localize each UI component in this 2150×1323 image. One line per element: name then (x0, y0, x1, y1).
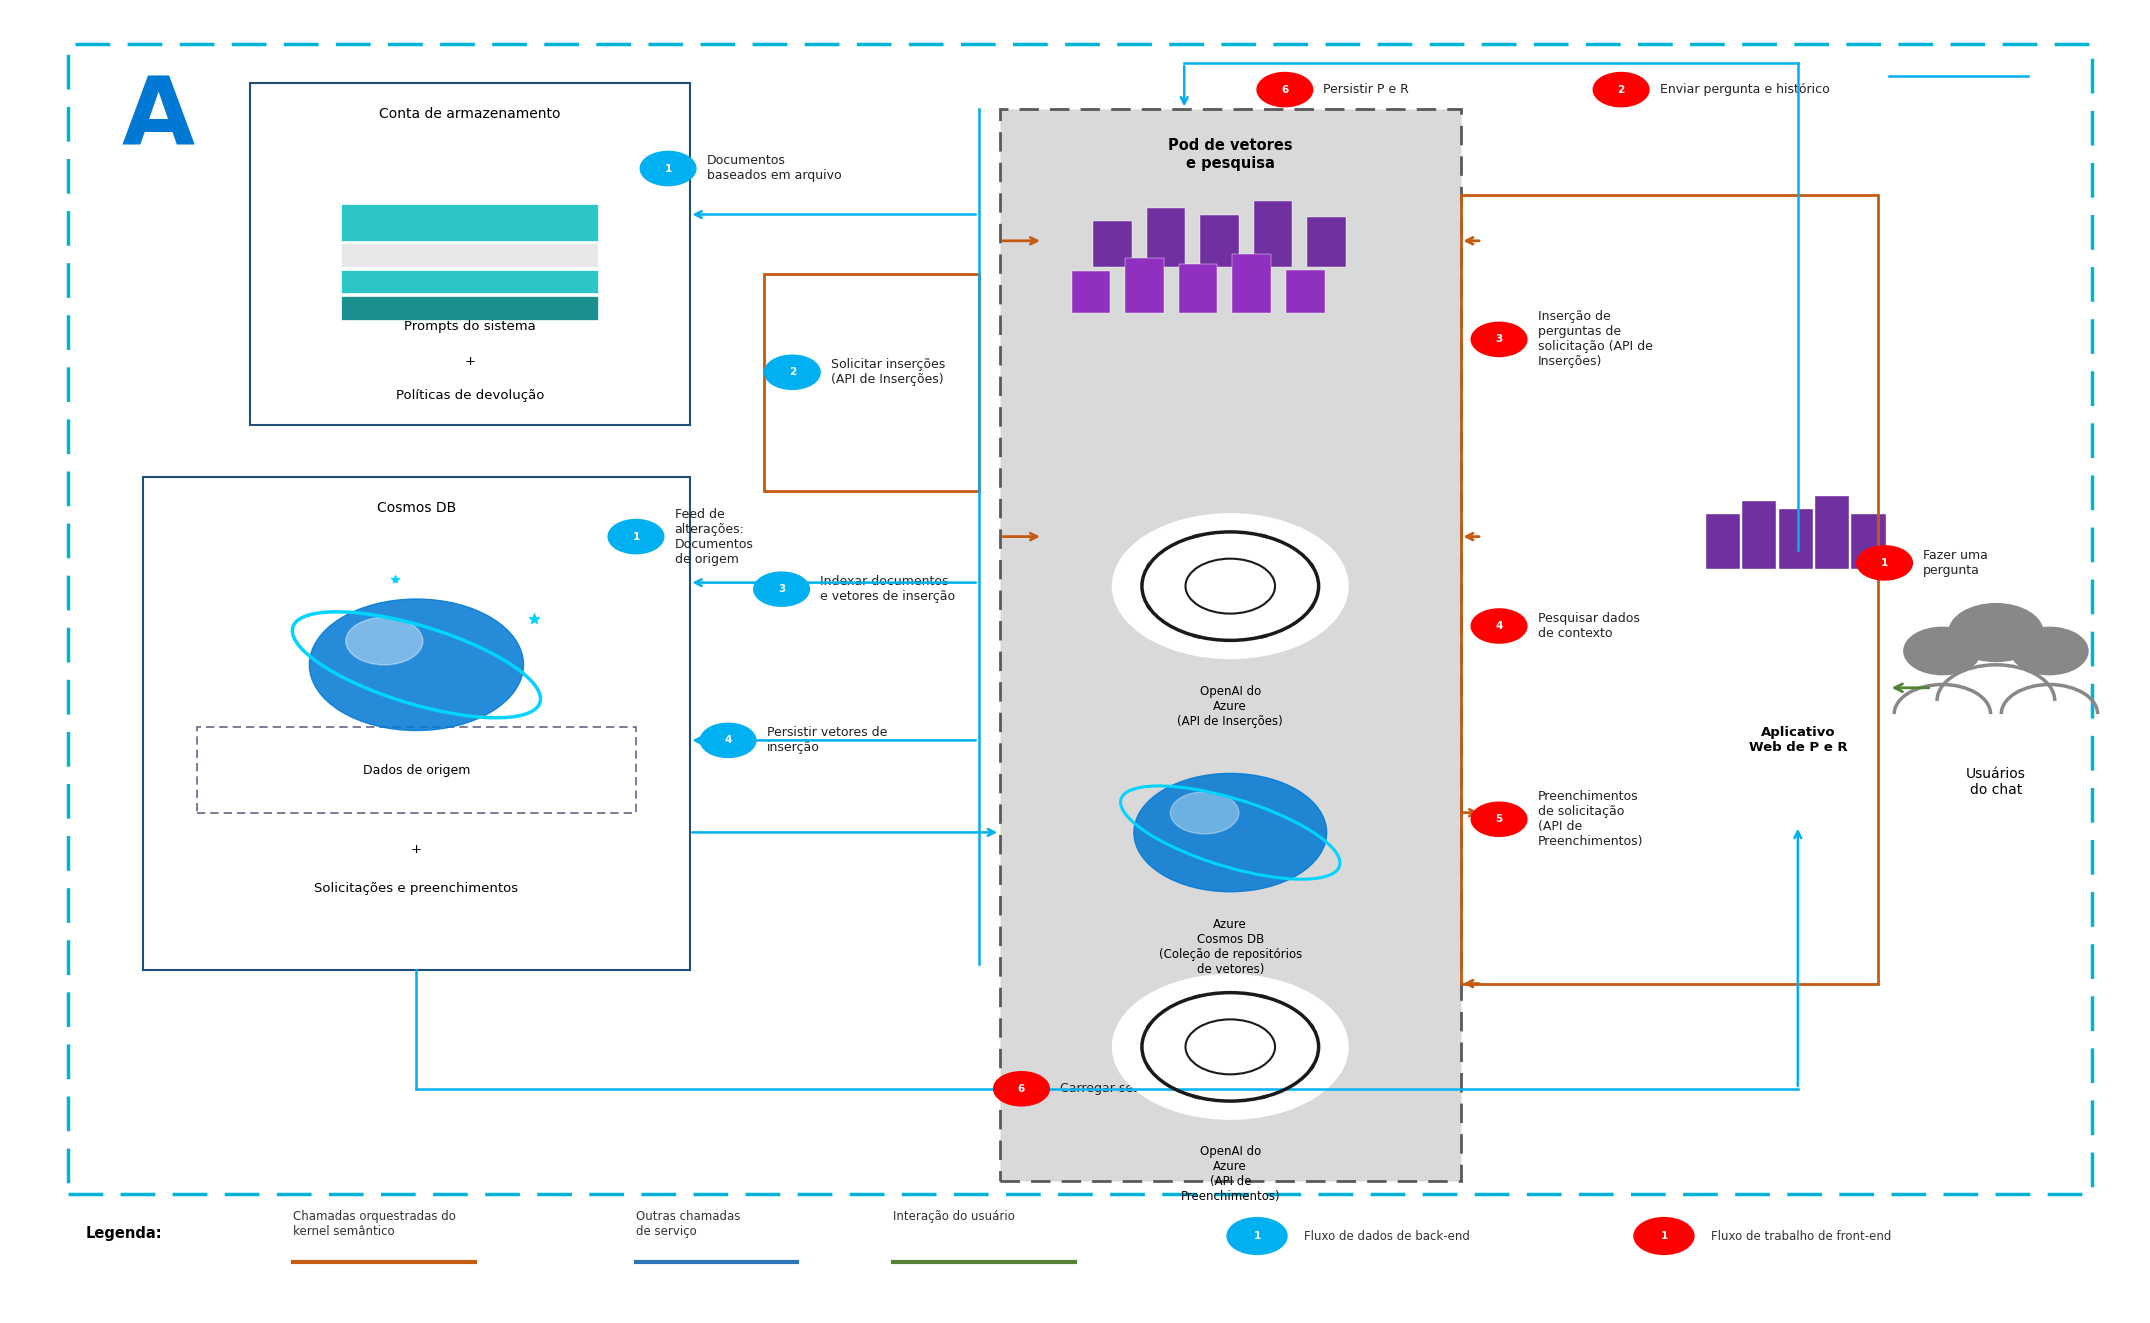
Text: Persistir P e R: Persistir P e R (1324, 83, 1408, 97)
Circle shape (1471, 802, 1526, 836)
Text: Carregar sessão de P e R: Carregar sessão de P e R (1060, 1082, 1217, 1095)
Text: Azure
Cosmos DB
(Coleção de repositórios
de vetores): Azure Cosmos DB (Coleção de repositórios… (1159, 918, 1303, 976)
FancyBboxPatch shape (1073, 271, 1109, 314)
Text: A: A (123, 74, 196, 165)
Circle shape (1112, 975, 1348, 1119)
Text: 1: 1 (664, 164, 671, 173)
Text: Cosmos DB: Cosmos DB (376, 501, 456, 515)
Text: 3: 3 (1496, 335, 1503, 344)
FancyBboxPatch shape (1778, 509, 1812, 569)
Text: Enviar pergunta e histórico: Enviar pergunta e histórico (1660, 83, 1830, 97)
Circle shape (608, 520, 664, 554)
FancyBboxPatch shape (342, 204, 598, 241)
Text: 5: 5 (1496, 814, 1503, 824)
Circle shape (1112, 513, 1348, 659)
FancyBboxPatch shape (1000, 110, 1460, 1181)
FancyBboxPatch shape (1815, 496, 1849, 569)
Text: 2: 2 (1617, 85, 1625, 95)
Text: 1: 1 (1253, 1230, 1260, 1241)
FancyBboxPatch shape (1286, 270, 1324, 314)
Text: Fluxo de dados de back-end: Fluxo de dados de back-end (1305, 1229, 1471, 1242)
Text: Solicitar inserções
(API de Inserções): Solicitar inserções (API de Inserções) (830, 359, 946, 386)
Text: Inserção de
perguntas de
solicitação (API de
Inserções): Inserção de perguntas de solicitação (AP… (1537, 311, 1653, 368)
Circle shape (310, 599, 522, 730)
Circle shape (346, 618, 424, 664)
Text: Dados de origem: Dados de origem (363, 765, 471, 777)
FancyBboxPatch shape (1146, 208, 1185, 267)
Text: Pod de vetores
e pesquisa: Pod de vetores e pesquisa (1167, 139, 1292, 171)
Circle shape (1634, 1217, 1694, 1254)
Circle shape (1471, 609, 1526, 643)
FancyBboxPatch shape (1200, 214, 1238, 267)
FancyBboxPatch shape (1092, 221, 1131, 267)
FancyBboxPatch shape (249, 83, 690, 425)
Text: Persistir vetores de
inserção: Persistir vetores de inserção (768, 726, 888, 754)
FancyBboxPatch shape (198, 728, 636, 812)
Text: Feed de
alterações:
Documentos
de origem: Feed de alterações: Documentos de origem (675, 508, 752, 566)
Text: Chamadas orquestradas do
kernel semântico: Chamadas orquestradas do kernel semântic… (292, 1209, 456, 1238)
Text: Indexar documentos
e vetores de inserção: Indexar documentos e vetores de inserção (819, 576, 955, 603)
FancyBboxPatch shape (342, 243, 598, 267)
Circle shape (1185, 558, 1275, 614)
Text: Usuários
do chat: Usuários do chat (1965, 766, 2025, 796)
Circle shape (765, 355, 819, 389)
Text: Preenchimentos
de solicitação
(API de
Preenchimentos): Preenchimentos de solicitação (API de Pr… (1537, 790, 1643, 848)
Circle shape (1948, 603, 2042, 662)
Circle shape (1170, 792, 1238, 833)
FancyBboxPatch shape (1742, 501, 1776, 569)
Circle shape (641, 151, 697, 185)
Circle shape (1133, 774, 1327, 892)
Text: Legenda:: Legenda: (86, 1226, 161, 1241)
Text: Conta de armazenamento: Conta de armazenamento (378, 107, 561, 120)
FancyBboxPatch shape (1307, 217, 1346, 267)
Circle shape (1471, 323, 1526, 356)
FancyBboxPatch shape (1705, 515, 1739, 569)
FancyBboxPatch shape (1851, 515, 1886, 569)
Text: 4: 4 (1496, 620, 1503, 631)
FancyBboxPatch shape (1124, 258, 1163, 314)
FancyBboxPatch shape (144, 478, 690, 971)
Text: OpenAI do
Azure
(API de Inserções): OpenAI do Azure (API de Inserções) (1178, 685, 1284, 728)
Text: Prompts do sistema: Prompts do sistema (404, 320, 535, 333)
FancyBboxPatch shape (1232, 254, 1271, 314)
Text: Documentos
baseados em arquivo: Documentos baseados em arquivo (707, 155, 841, 183)
Circle shape (1185, 1020, 1275, 1074)
Text: 2: 2 (789, 368, 796, 377)
Text: 6: 6 (1281, 85, 1288, 95)
Circle shape (1258, 73, 1314, 107)
Text: 6: 6 (1017, 1084, 1026, 1094)
FancyBboxPatch shape (1178, 265, 1217, 314)
Circle shape (755, 572, 808, 606)
Text: Políticas de devolução: Políticas de devolução (396, 389, 544, 402)
Text: 1: 1 (632, 532, 639, 541)
Circle shape (993, 1072, 1049, 1106)
Circle shape (1858, 546, 1911, 579)
Circle shape (2010, 627, 2088, 675)
FancyBboxPatch shape (1253, 201, 1292, 267)
Text: Aplicativo
Web de P e R: Aplicativo Web de P e R (1748, 726, 1847, 754)
Text: OpenAI do
Azure
(API de
Preenchimentos): OpenAI do Azure (API de Preenchimentos) (1180, 1146, 1279, 1204)
Text: Fluxo de trabalho de front-end: Fluxo de trabalho de front-end (1711, 1229, 1892, 1242)
Circle shape (701, 724, 757, 758)
Text: 4: 4 (725, 736, 731, 745)
Circle shape (1905, 627, 1980, 675)
FancyBboxPatch shape (342, 296, 598, 320)
Circle shape (1228, 1217, 1288, 1254)
FancyBboxPatch shape (342, 270, 598, 294)
Text: +: + (464, 356, 475, 368)
Text: +: + (411, 843, 421, 856)
Text: 1: 1 (1660, 1230, 1668, 1241)
Text: Interação do usuário: Interação do usuário (892, 1209, 1015, 1222)
Text: Pesquisar dados
de contexto: Pesquisar dados de contexto (1537, 613, 1640, 640)
Text: 1: 1 (1881, 558, 1888, 568)
Text: Fazer uma
pergunta: Fazer uma pergunta (1922, 549, 1989, 577)
Text: Outras chamadas
de serviço: Outras chamadas de serviço (636, 1209, 740, 1238)
Text: 3: 3 (778, 585, 785, 594)
Text: Solicitações e preenchimentos: Solicitações e preenchimentos (314, 882, 518, 896)
Circle shape (1593, 73, 1649, 107)
